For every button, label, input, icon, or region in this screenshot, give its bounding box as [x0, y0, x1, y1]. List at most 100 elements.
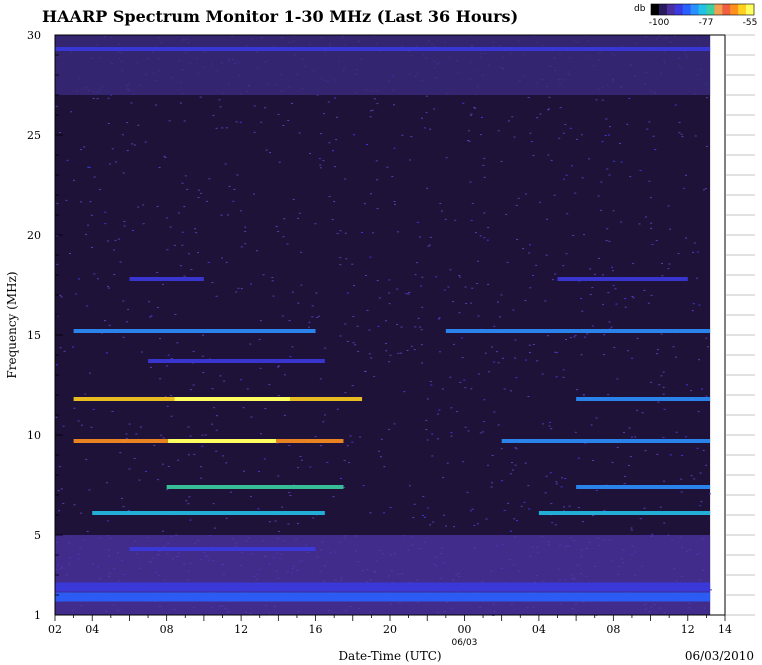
noise-speck [662, 371, 665, 373]
noise-speck [486, 239, 489, 241]
noise-speck [287, 523, 290, 525]
noise-speck [474, 107, 477, 109]
noise-speck [431, 433, 434, 435]
noise-speck [378, 297, 381, 299]
noise-speck [282, 236, 285, 238]
noise-speck [550, 159, 553, 161]
noise-speck [432, 521, 435, 523]
colorbar-tick-label: -77 [699, 18, 714, 28]
noise-speck [705, 97, 708, 99]
plot-area [55, 35, 725, 616]
noise-speck [629, 176, 632, 178]
noise-speck [324, 347, 327, 349]
noise-speck [366, 144, 369, 146]
noise-speck [454, 219, 457, 221]
noise-speck [215, 429, 218, 431]
noise-speck [663, 408, 666, 410]
noise-speck [405, 293, 408, 295]
noise-speck [123, 225, 126, 227]
noise-speck [168, 120, 171, 122]
noise-speck [663, 480, 666, 482]
noise-speck [240, 288, 243, 290]
noise-speck [264, 107, 267, 109]
noise-speck [106, 520, 109, 522]
noise-speck [324, 414, 327, 416]
noise-speck [339, 230, 342, 232]
noise-speck [166, 489, 169, 491]
noise-speck [497, 130, 500, 132]
noise-speck [123, 221, 126, 223]
noise-speck [90, 426, 93, 428]
noise-speck [315, 292, 318, 294]
noise-speck [564, 123, 567, 125]
signal-band-peak [168, 439, 277, 443]
noise-speck [554, 524, 557, 526]
x-tick-label: 12 [234, 623, 248, 636]
noise-speck [319, 167, 322, 169]
noise-speck [371, 232, 374, 234]
noise-speck [244, 231, 247, 233]
noise-speck [517, 197, 520, 199]
noise-speck [704, 188, 707, 190]
noise-speck [527, 485, 530, 487]
noise-speck [705, 464, 708, 466]
y-tick-label: 1 [34, 609, 41, 622]
noise-speck [450, 407, 453, 409]
signal-band [129, 277, 204, 281]
noise-speck [92, 97, 95, 99]
noise-speck [429, 128, 432, 130]
noise-speck [288, 445, 291, 447]
noise-speck [632, 263, 635, 265]
noise-speck [291, 291, 294, 293]
noise-speck [229, 491, 232, 493]
noise-speck [485, 518, 488, 520]
noise-speck [334, 97, 337, 99]
noise-speck [408, 291, 411, 293]
noise-speck [443, 289, 446, 291]
x-tick-label: 00 [457, 623, 471, 636]
noise-speck [692, 303, 695, 305]
noise-speck [425, 95, 428, 97]
noise-speck [641, 412, 644, 414]
noise-speck [606, 168, 609, 170]
noise-speck [179, 265, 182, 267]
noise-speck [613, 346, 616, 348]
noise-speck [85, 233, 88, 235]
noise-speck [444, 218, 447, 220]
noise-speck [685, 384, 688, 386]
noise-speck [296, 523, 299, 525]
noise-speck [524, 299, 527, 301]
noise-speck [135, 433, 138, 435]
noise-speck [691, 310, 694, 312]
noise-speck [566, 213, 569, 215]
noise-speck [475, 232, 478, 234]
noise-speck [181, 244, 184, 246]
noise-speck [608, 321, 611, 323]
noise-speck [662, 436, 665, 438]
noise-speck [444, 525, 447, 527]
noise-speck [260, 121, 263, 123]
noise-speck [705, 145, 708, 147]
noise-speck [651, 533, 654, 535]
noise-speck [574, 192, 577, 194]
noise-speck [513, 136, 516, 138]
noise-speck [479, 432, 482, 434]
noise-speck [549, 421, 552, 423]
noise-speck [59, 347, 62, 349]
noise-speck [174, 313, 177, 315]
noise-speck [328, 142, 331, 144]
noise-speck [370, 357, 373, 359]
noise-speck [181, 182, 184, 184]
noise-speck [611, 266, 614, 268]
noise-speck [601, 141, 604, 143]
noise-speck [120, 497, 123, 499]
noise-speck [360, 231, 363, 233]
noise-speck [576, 389, 579, 391]
noise-speck [413, 349, 416, 351]
noise-speck [498, 316, 501, 318]
noise-speck [198, 189, 201, 191]
noise-speck [583, 234, 586, 236]
noise-speck [300, 284, 303, 286]
noise-speck [462, 461, 465, 463]
noise-speck [468, 140, 471, 142]
